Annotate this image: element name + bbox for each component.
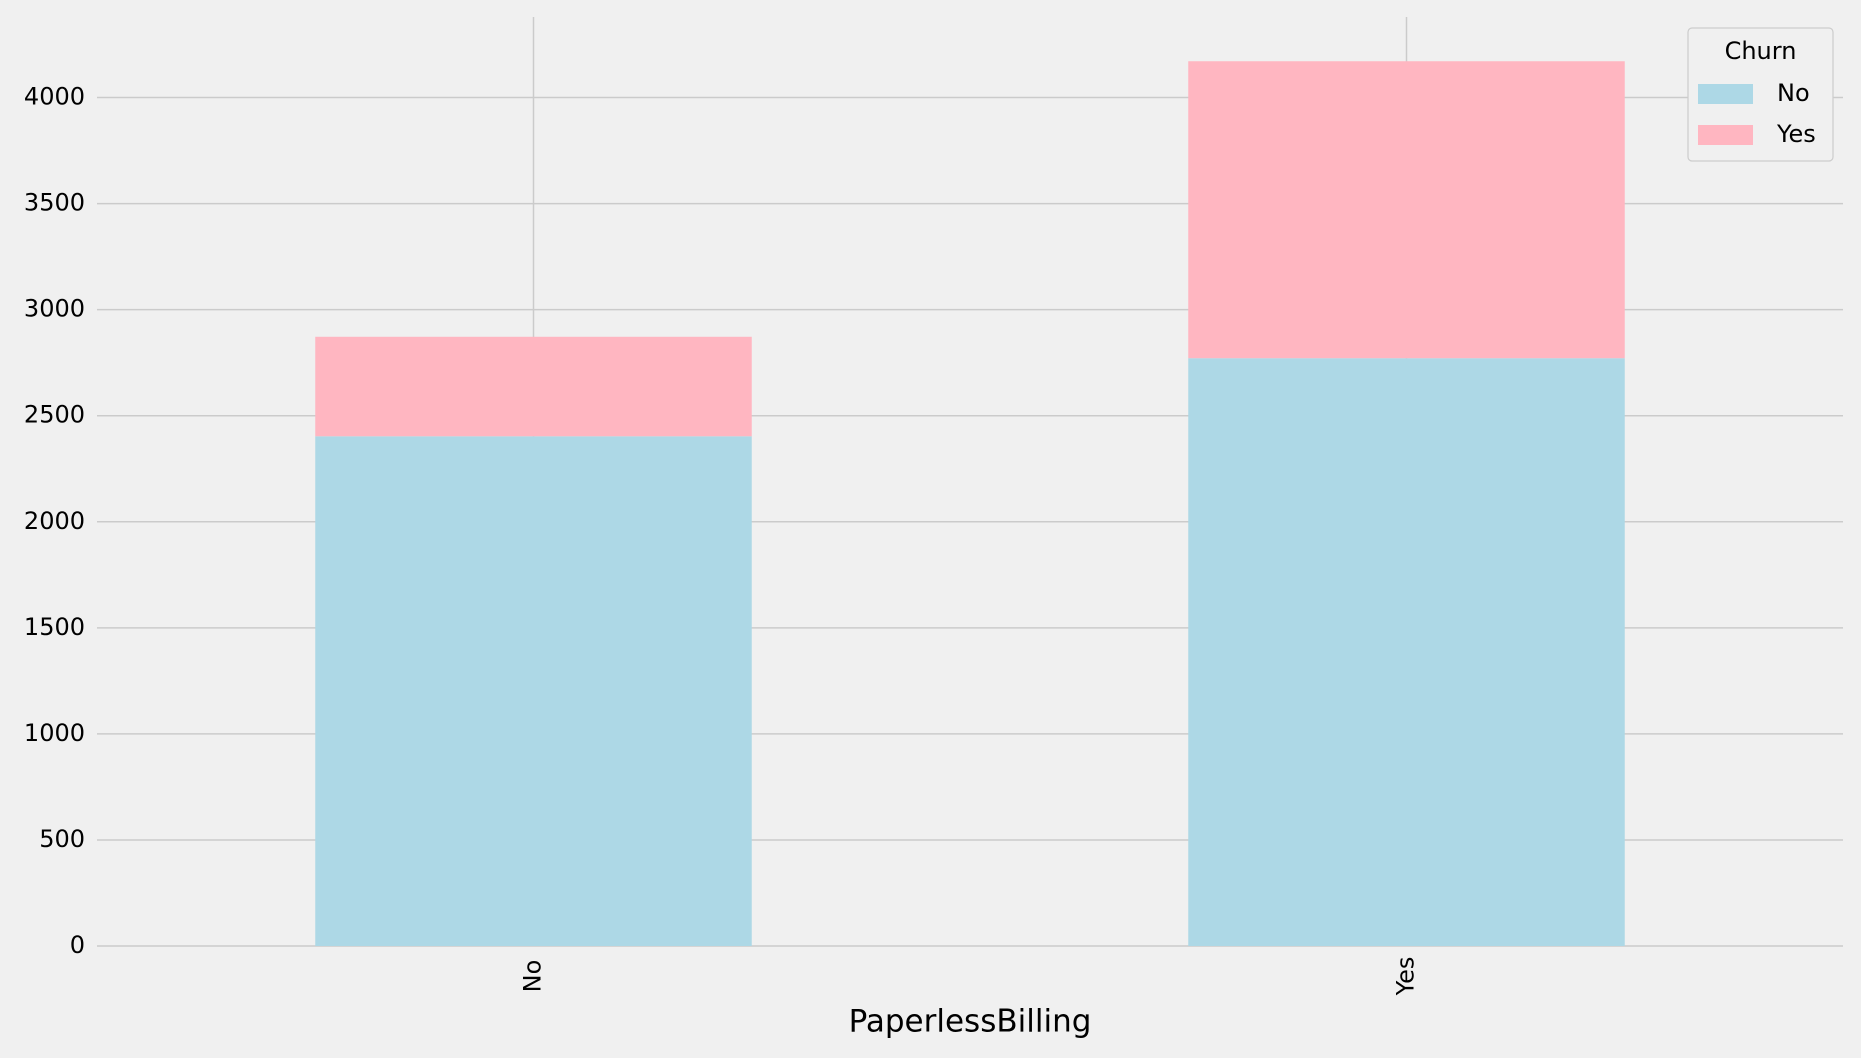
x-axis-label: PaperlessBilling (849, 1004, 1092, 1040)
y-tick-label: 2000 (24, 507, 85, 535)
y-tick-label: 2500 (24, 401, 85, 429)
bar-segment (315, 336, 752, 437)
y-tick-label: 4000 (24, 83, 85, 111)
legend: Churn No Yes (1687, 27, 1834, 162)
x-tick-label: No (519, 960, 547, 993)
bar-layer (315, 61, 1625, 947)
y-tick-label: 3500 (24, 189, 85, 217)
bar-segment (315, 436, 752, 946)
x-tick-label: Yes (1392, 957, 1420, 997)
y-tick-label: 1500 (24, 613, 85, 641)
bar-segment (1188, 61, 1625, 359)
label-layer: 0 500 1000 1500 2000 2500 3000 3500 4000 No Yes (24, 83, 1420, 997)
legend-swatch (1698, 84, 1753, 104)
y-tick-label: 3000 (24, 295, 85, 323)
y-tick-label: 1000 (24, 719, 85, 747)
legend-label: No (1777, 79, 1810, 107)
bar-segment (1188, 358, 1625, 947)
y-tick-label: 500 (39, 825, 85, 853)
legend-title: Churn (1725, 37, 1797, 65)
y-tick-label: 0 (70, 931, 85, 959)
legend-label: Yes (1776, 120, 1816, 148)
legend-swatch (1698, 125, 1753, 145)
